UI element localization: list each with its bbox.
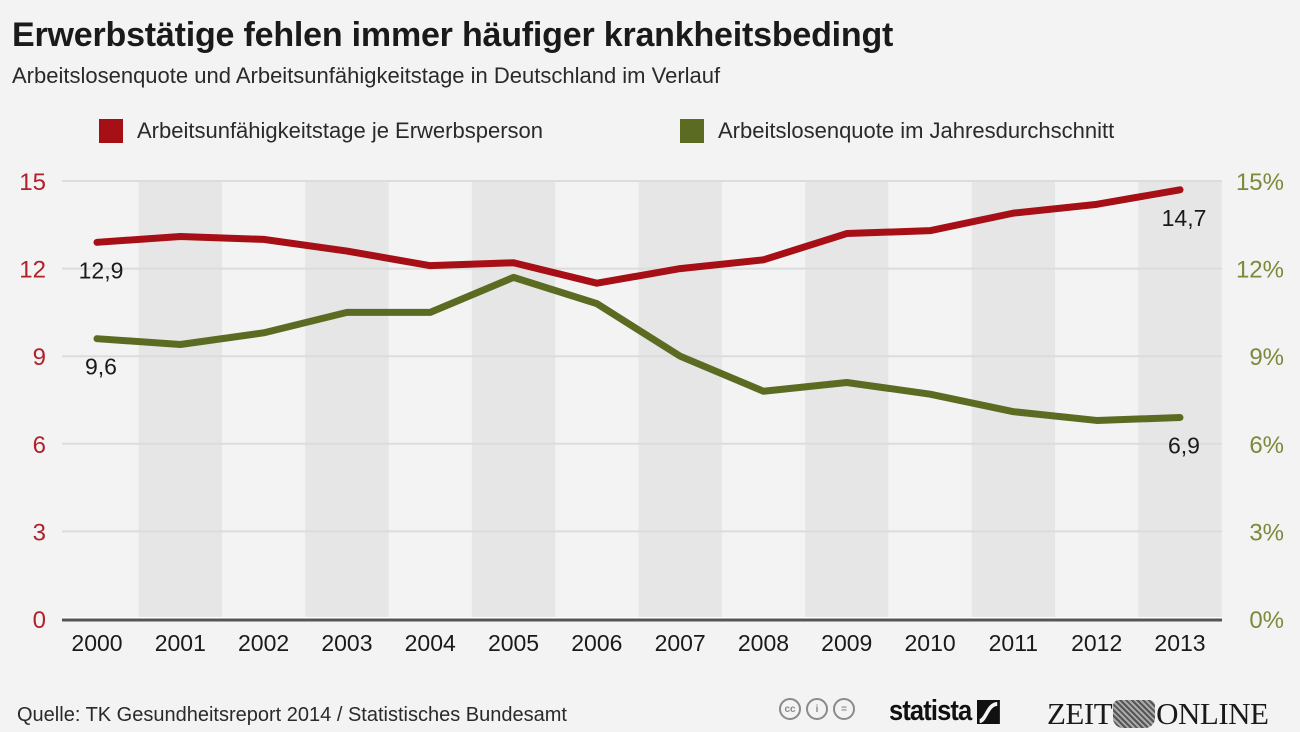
y-tick-label-right: 12% xyxy=(1236,257,1284,284)
statista-wordmark: statista xyxy=(889,695,971,728)
y-tick-label-right: 15% xyxy=(1236,169,1284,196)
x-tick-label: 2013 xyxy=(1154,630,1205,656)
x-tick-label: 2001 xyxy=(155,630,206,656)
y-tick-label-left: 12 xyxy=(19,257,46,284)
x-tick-label: 2000 xyxy=(71,630,122,656)
y-tick-label-left: 6 xyxy=(33,432,46,459)
data-label: 6,9 xyxy=(1168,433,1200,459)
column-band xyxy=(139,181,222,619)
by-icon: i xyxy=(806,698,828,720)
data-label: 9,6 xyxy=(85,354,117,380)
column-band xyxy=(639,181,722,619)
x-tick-label: 2009 xyxy=(821,630,872,656)
y-tick-label-right: 3% xyxy=(1249,519,1284,546)
column-band xyxy=(472,181,555,619)
x-tick-label: 2005 xyxy=(488,630,539,656)
x-tick-label: 2004 xyxy=(405,630,456,656)
column-band xyxy=(972,181,1055,619)
column-band xyxy=(805,181,888,619)
x-tick-label: 2011 xyxy=(989,630,1038,656)
y-tick-label-right: 9% xyxy=(1249,344,1284,371)
zeit-wordmark-left: ZEIT xyxy=(1047,696,1112,732)
y-tick-label-left: 9 xyxy=(33,344,46,371)
x-tick-label: 2003 xyxy=(321,630,372,656)
x-tick-label: 2007 xyxy=(655,630,706,656)
source-note: Quelle: TK Gesundheitsreport 2014 / Stat… xyxy=(17,704,567,727)
data-label: 12,9 xyxy=(79,257,124,283)
zeit-online-logo[interactable]: ZEIT ONLINE xyxy=(1047,696,1269,732)
x-tick-label: 2006 xyxy=(571,630,622,656)
y-tick-label-left: 0 xyxy=(33,607,46,634)
statista-mark-icon xyxy=(977,700,1000,724)
zeit-crest-icon xyxy=(1113,700,1155,728)
x-tick-label: 2010 xyxy=(904,630,955,656)
y-tick-label-left: 15 xyxy=(19,169,46,196)
license-icons: cc i = xyxy=(779,698,855,720)
x-tick-label: 2012 xyxy=(1071,630,1122,656)
x-tick-label: 2008 xyxy=(738,630,789,656)
line-chart: 0 0% 3 3% 6 6% 9 9% 12 12% 15 15% 2000 2001 2002 2003 20… xyxy=(0,0,1300,690)
zeit-wordmark-right: ONLINE xyxy=(1156,696,1268,732)
nd-icon: = xyxy=(833,698,855,720)
x-tick-label: 2002 xyxy=(238,630,289,656)
column-band xyxy=(1138,181,1221,619)
data-label: 14,7 xyxy=(1162,205,1207,231)
cc-icon: cc xyxy=(779,698,801,720)
y-tick-label-left: 3 xyxy=(33,519,46,546)
y-tick-label-right: 6% xyxy=(1249,432,1284,459)
statista-logo[interactable]: statista xyxy=(889,695,999,728)
y-tick-label-right: 0% xyxy=(1249,607,1284,634)
